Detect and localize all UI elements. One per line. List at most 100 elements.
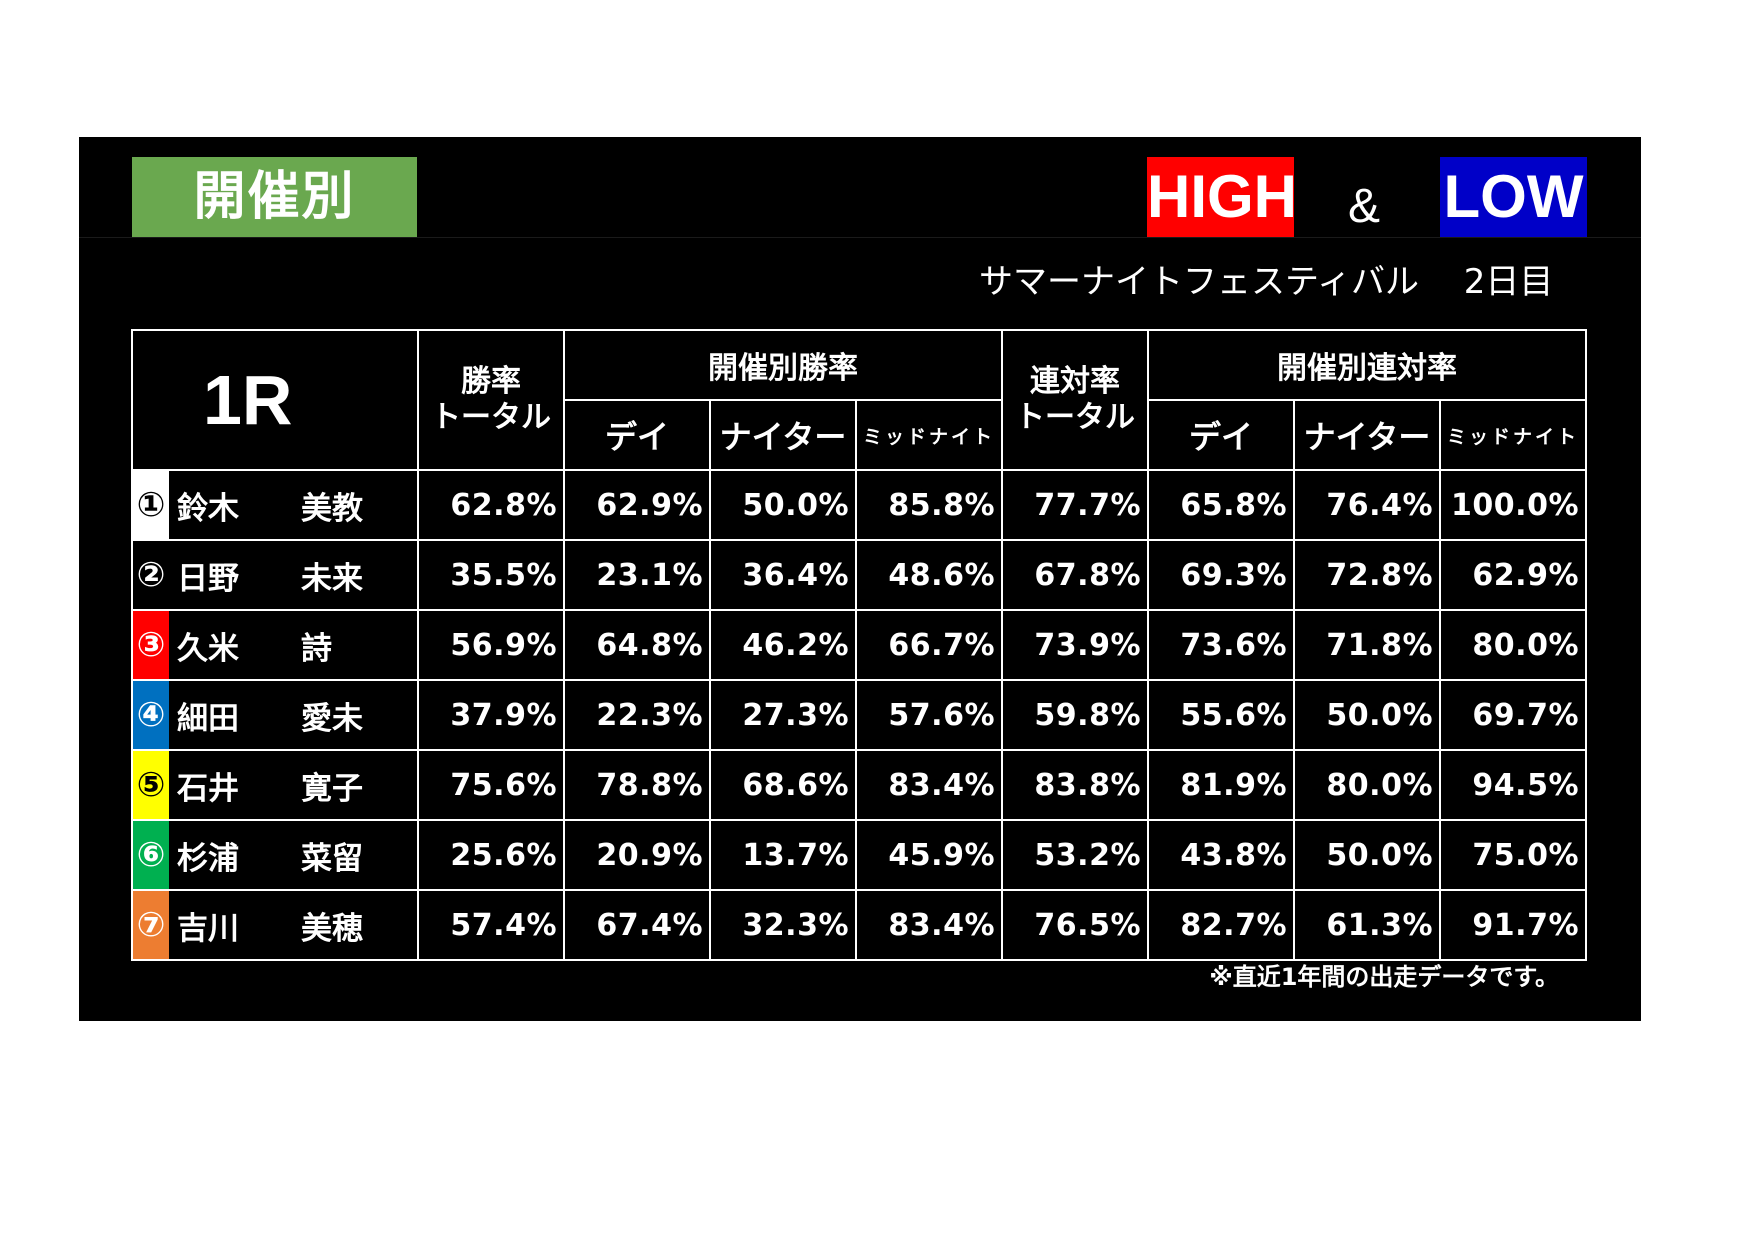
racer-surname: 鈴木 <box>177 490 239 527</box>
racer-surname: 杉浦 <box>177 840 239 877</box>
racer-given-name: 未来 <box>301 560 363 597</box>
low-legend-badge: LOW <box>1440 157 1587 237</box>
racer-name-cell: ③ 久米 詩 <box>131 609 419 681</box>
value-win-night: 36.4% <box>709 539 857 611</box>
race-number: 1R <box>131 329 419 471</box>
value-place-total: 59.8% <box>1001 679 1149 751</box>
lane-number-badge: ① <box>134 472 169 538</box>
racer-row: ④ 細田 愛未 37.9% 22.3% 27.3% 57.6% 59.8% 55.6% 50.0%… <box>131 679 1587 751</box>
racer-surname: 久米 <box>177 630 239 667</box>
value-place-night: 72.8% <box>1293 539 1441 611</box>
header-place-midnight: ミッドナイト <box>1439 399 1587 471</box>
value-place-night: 71.8% <box>1293 609 1441 681</box>
header-place-day: デイ <box>1147 399 1295 471</box>
section-title: 開催別 <box>132 157 417 237</box>
value-win-midnight: 48.6% <box>855 539 1003 611</box>
value-place-night: 50.0% <box>1293 679 1441 751</box>
racer-surname: 日野 <box>177 560 239 597</box>
value-place-total: 73.9% <box>1001 609 1149 681</box>
value-win-day: 78.8% <box>563 749 711 821</box>
header-win-total: 勝率 トータル <box>417 329 565 471</box>
racer-row: ② 日野 未来 35.5% 23.1% 36.4% 48.6% 67.8% 69.3% 72.8%… <box>131 539 1587 611</box>
value-place-midnight: 75.0% <box>1439 819 1587 891</box>
value-place-night: 80.0% <box>1293 749 1441 821</box>
header-win-midnight: ミッドナイト <box>855 399 1003 471</box>
value-place-day: 73.6% <box>1147 609 1295 681</box>
value-place-total: 53.2% <box>1001 819 1149 891</box>
value-place-day: 69.3% <box>1147 539 1295 611</box>
header-group-place: 開催別連対率 <box>1147 329 1587 401</box>
value-place-total: 76.5% <box>1001 889 1149 961</box>
value-place-night: 50.0% <box>1293 819 1441 891</box>
racer-given-name: 愛未 <box>301 700 363 737</box>
racer-surname: 吉川 <box>177 910 239 947</box>
value-place-midnight: 62.9% <box>1439 539 1587 611</box>
racer-given-name: 美穂 <box>301 910 363 947</box>
racer-name-cell: ① 鈴木 美教 <box>131 469 419 541</box>
lane-number-badge: ⑦ <box>134 892 169 958</box>
racer-name-cell: ④ 細田 愛未 <box>131 679 419 751</box>
racer-name-cell: ⑥ 杉浦 菜留 <box>131 819 419 891</box>
racer-name-cell: ② 日野 未来 <box>131 539 419 611</box>
racer-surname: 細田 <box>177 700 239 737</box>
racer-given-name: 寛子 <box>301 770 363 807</box>
lane-number-badge: ④ <box>134 682 169 748</box>
ampersand-label: & <box>1347 180 1380 233</box>
header-win-total-line1: 勝率 <box>461 364 521 399</box>
racer-row: ③ 久米 詩 56.9% 64.8% 46.2% 66.7% 73.9% 73.6% 71.8% 8… <box>131 609 1587 681</box>
value-place-night: 76.4% <box>1293 469 1441 541</box>
value-win-day: 20.9% <box>563 819 711 891</box>
header-win-total-line2: トータル <box>431 400 551 435</box>
header-place-total-line2: トータル <box>1015 400 1135 435</box>
value-win-night: 46.2% <box>709 609 857 681</box>
value-place-total: 77.7% <box>1001 469 1149 541</box>
racer-name-cell: ⑤ 石井 寛子 <box>131 749 419 821</box>
value-win-night: 32.3% <box>709 889 857 961</box>
value-place-day: 55.6% <box>1147 679 1295 751</box>
header-divider <box>79 237 1641 238</box>
value-win-midnight: 45.9% <box>855 819 1003 891</box>
footnote: ※直近1年間の出走データです。 <box>1209 963 1559 991</box>
header-place-total-line1: 連対率 <box>1030 364 1120 399</box>
value-win-total: 35.5% <box>417 539 565 611</box>
value-win-total: 25.6% <box>417 819 565 891</box>
value-win-night: 27.3% <box>709 679 857 751</box>
value-place-midnight: 94.5% <box>1439 749 1587 821</box>
header-place-total: 連対率 トータル <box>1001 329 1149 471</box>
lane-number-badge: ⑤ <box>134 752 169 818</box>
value-win-midnight: 85.8% <box>855 469 1003 541</box>
value-win-midnight: 66.7% <box>855 609 1003 681</box>
racer-rows: ① 鈴木 美教 62.8% 62.9% 50.0% 85.8% 77.7% 65.8% 76.4%… <box>131 469 1587 961</box>
header-group-win: 開催別勝率 <box>563 329 1003 401</box>
stats-table: 1R 勝率 トータル 開催別勝率 連対率 トータル 開催別連対率 デイ ナイター… <box>131 329 1587 961</box>
racer-row: ① 鈴木 美教 62.8% 62.9% 50.0% 85.8% 77.7% 65.8% 76.4%… <box>131 469 1587 541</box>
value-place-day: 82.7% <box>1147 889 1295 961</box>
value-place-day: 81.9% <box>1147 749 1295 821</box>
event-name: サマーナイトフェスティバル 2日目 <box>979 262 1554 302</box>
value-place-midnight: 91.7% <box>1439 889 1587 961</box>
header-win-day: デイ <box>563 399 711 471</box>
value-win-night: 68.6% <box>709 749 857 821</box>
value-place-day: 43.8% <box>1147 819 1295 891</box>
value-place-total: 67.8% <box>1001 539 1149 611</box>
value-win-total: 62.8% <box>417 469 565 541</box>
value-win-midnight: 83.4% <box>855 889 1003 961</box>
value-win-midnight: 83.4% <box>855 749 1003 821</box>
value-place-total: 83.8% <box>1001 749 1149 821</box>
value-win-night: 13.7% <box>709 819 857 891</box>
racer-row: ⑦ 吉川 美穂 57.4% 67.4% 32.3% 83.4% 76.5% 82.7% 61.3%… <box>131 889 1587 961</box>
value-win-total: 56.9% <box>417 609 565 681</box>
value-place-day: 65.8% <box>1147 469 1295 541</box>
racer-surname: 石井 <box>177 770 239 807</box>
value-win-day: 64.8% <box>563 609 711 681</box>
header-win-night: ナイター <box>709 399 857 471</box>
racer-name-cell: ⑦ 吉川 美穂 <box>131 889 419 961</box>
value-place-midnight: 100.0% <box>1439 469 1587 541</box>
value-win-day: 62.9% <box>563 469 711 541</box>
value-win-midnight: 57.6% <box>855 679 1003 751</box>
lane-number-badge: ⑥ <box>134 822 169 888</box>
value-place-night: 61.3% <box>1293 889 1441 961</box>
value-place-midnight: 80.0% <box>1439 609 1587 681</box>
racer-given-name: 詩 <box>301 630 332 667</box>
value-win-total: 37.9% <box>417 679 565 751</box>
